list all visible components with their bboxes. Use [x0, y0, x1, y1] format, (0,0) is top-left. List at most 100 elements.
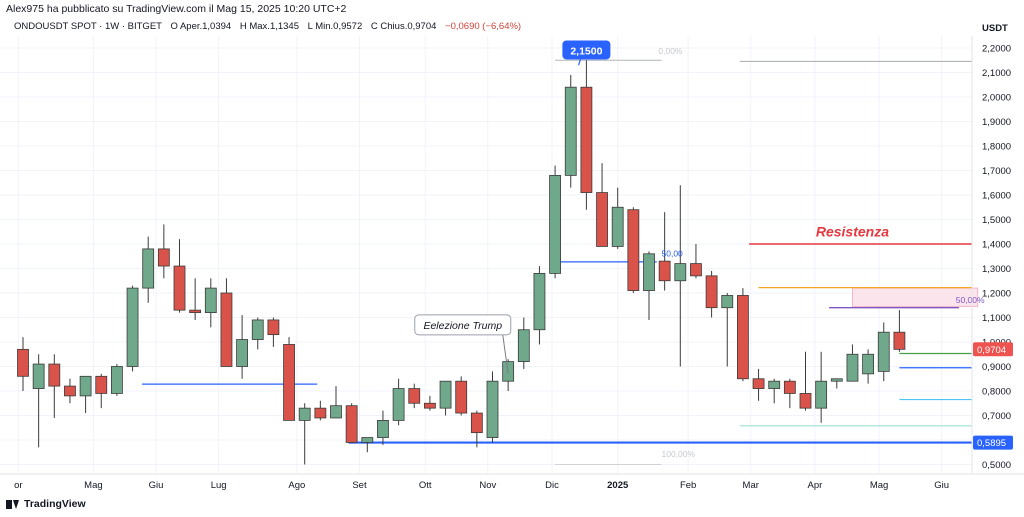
- candle-up: [611, 187, 624, 249]
- published-line: Alex975 ha pubblicato su TradingView.com…: [6, 3, 347, 15]
- candle-body: [580, 86, 593, 193]
- price-tick-label: 0,8000: [982, 387, 1011, 398]
- drawing-lines: [141, 59, 972, 465]
- price-tick-label: 1,8000: [982, 142, 1011, 153]
- chart-annotation: 50,00: [662, 248, 684, 258]
- price-badge-text: 0,9704: [977, 345, 1006, 356]
- low-label: L: [307, 21, 313, 32]
- candle-body: [596, 192, 608, 247]
- candle-body: [737, 295, 749, 380]
- event-callout-box: [414, 314, 512, 336]
- candle-body: [126, 287, 139, 367]
- candle-body: [95, 375, 108, 394]
- candle-up: [142, 236, 155, 303]
- candle-up: [517, 317, 530, 369]
- candle-body: [111, 366, 123, 394]
- candle-body: [361, 437, 374, 443]
- symbol-info[interactable]: ONDOUSDT SPOT · 1W · BITGET: [14, 21, 162, 32]
- chart-annotation: Resistenza: [816, 224, 889, 240]
- candle-up: [486, 371, 499, 443]
- time-tick-label: Mar: [743, 480, 759, 491]
- candle-up: [846, 344, 859, 382]
- candle-body: [236, 339, 249, 367]
- price-tick-label: 1,7000: [982, 166, 1011, 177]
- candle-down: [157, 224, 170, 279]
- candle-up: [204, 278, 217, 328]
- event-callout-text: Eelezione Trump: [423, 320, 502, 332]
- candle-body: [705, 275, 718, 309]
- candle-body: [564, 86, 577, 176]
- candle-down: [596, 163, 608, 247]
- time-tick-label: Lug: [211, 480, 227, 491]
- time-tick-label: Set: [352, 480, 367, 491]
- candle-body: [439, 380, 452, 409]
- candle-body: [330, 405, 342, 419]
- candle-up: [111, 364, 123, 396]
- time-tick-label: Dic: [545, 480, 559, 491]
- candle-body: [157, 248, 170, 267]
- time-tick-label: Feb: [680, 480, 696, 491]
- candle-body: [517, 329, 530, 363]
- close-value: Chius.0,9704: [380, 21, 437, 32]
- candle-body: [173, 265, 186, 311]
- price-badge-text: 0,5895: [977, 438, 1006, 449]
- candle-down: [658, 212, 671, 291]
- ohlc-legend: ONDOUSDT SPOT · 1W · BITGET O Aper.1,039…: [14, 21, 521, 32]
- candle-up: [377, 410, 389, 445]
- candle-down: [345, 403, 358, 443]
- price-tick-label: 0,5000: [982, 460, 1011, 471]
- price-badge: [973, 342, 1013, 357]
- price-tick-label: 1,3000: [982, 264, 1011, 275]
- candle-body: [455, 380, 468, 414]
- time-tick-label: Apr: [807, 480, 822, 491]
- candle-down: [893, 310, 906, 352]
- candle-down: [408, 383, 421, 409]
- candle-up: [32, 354, 45, 448]
- candle-down: [470, 410, 483, 448]
- candle-down: [627, 207, 640, 293]
- change-value: −0,0690 (−6,64%): [445, 21, 522, 32]
- brand-name: TradingView: [24, 498, 86, 510]
- price-tick-label: 1,4000: [982, 240, 1011, 251]
- candle-down: [799, 351, 812, 411]
- chart-annotation: 50,00%: [956, 295, 985, 305]
- price-tick-label: 2,2000: [982, 44, 1011, 55]
- price-tick-label: 0,9000: [982, 362, 1011, 373]
- candle-up: [251, 317, 264, 350]
- candle-up: [564, 74, 577, 188]
- time-tick-label: 2025: [607, 480, 629, 491]
- candle-body: [17, 348, 29, 377]
- candle-body: [830, 378, 843, 382]
- candles: [17, 60, 906, 465]
- open-label: O: [170, 21, 178, 32]
- candle-body: [79, 375, 92, 397]
- price-callout-box: [562, 40, 611, 60]
- candle-down: [423, 395, 436, 411]
- candle-down: [17, 337, 29, 391]
- candle-body: [408, 388, 421, 404]
- candle-body: [643, 253, 655, 291]
- candle-down: [220, 278, 233, 367]
- price-tick-label: 1,5000: [982, 215, 1011, 226]
- candle-down: [64, 378, 76, 404]
- candle-down: [580, 60, 593, 210]
- candle-body: [893, 331, 906, 350]
- price-callout-pointer: [578, 59, 581, 66]
- price-tick-label: 0,7000: [982, 411, 1011, 422]
- chart-annotation: 100,00%: [662, 449, 696, 459]
- event-callout-pointer: [502, 334, 509, 374]
- candle-down: [455, 376, 468, 416]
- price-tick-label: 1,2000: [982, 289, 1011, 300]
- time-tick-label: or: [14, 480, 22, 491]
- price-tick-label: 2,0000: [982, 93, 1011, 104]
- candle-body: [768, 380, 781, 389]
- candle-down: [783, 378, 796, 409]
- time-tick-label: Mag: [870, 480, 888, 491]
- price-tick-label: 1,6000: [982, 191, 1011, 202]
- candle-body: [846, 353, 859, 382]
- high-label: H: [239, 21, 247, 32]
- candle-body: [721, 295, 734, 309]
- candle-down: [95, 373, 108, 409]
- candle-body: [345, 405, 358, 443]
